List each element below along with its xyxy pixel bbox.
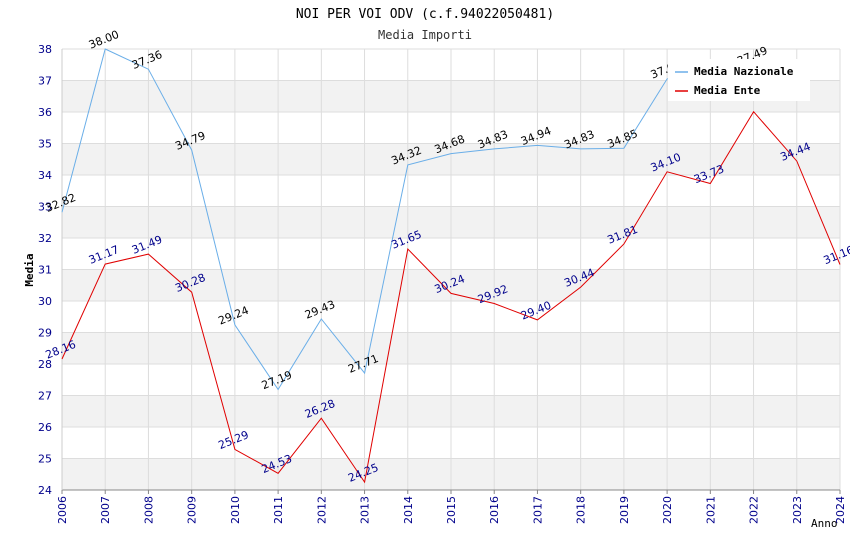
axes: 24 25 26 27 28 29 30 31 32 33 34 35 36 37 38 2006 2007 20… xyxy=(38,43,847,524)
x-tick-label-2010: 2010 xyxy=(229,496,242,524)
y-tick-label-29: 29 xyxy=(38,327,52,340)
x-tick-label-2012: 2012 xyxy=(315,496,328,524)
x-tick-label-2008: 2008 xyxy=(142,496,155,524)
x-tick-label-2017: 2017 xyxy=(531,496,544,524)
y-tick-label-25: 25 xyxy=(38,453,52,466)
y-tick-label-35: 35 xyxy=(38,138,52,151)
legend-label-nazionale: Media Nazionale xyxy=(694,65,794,78)
x-tick-label-2024: 2024 xyxy=(834,496,847,524)
x-tick-label-2007: 2007 xyxy=(99,496,112,524)
chart-subtitle: Media Importi xyxy=(378,28,472,42)
gridlines xyxy=(61,48,841,491)
y-tick-label-33: 33 xyxy=(38,201,52,214)
y-tick-label-26: 26 xyxy=(38,421,52,434)
x-tick-label-2013: 2013 xyxy=(359,496,372,524)
y-tick-label-30: 30 xyxy=(38,295,52,308)
x-tick-label-2019: 2019 xyxy=(618,496,631,524)
y-axis-label: Media xyxy=(23,253,36,286)
x-tick-label-2014: 2014 xyxy=(402,496,415,524)
legend-background xyxy=(668,59,810,101)
series-line-media-nazionale xyxy=(61,48,754,391)
x-tick-label-2006: 2006 xyxy=(56,496,69,524)
y-tick-label-31: 31 xyxy=(38,264,52,277)
y-tick-label-32: 32 xyxy=(38,232,52,245)
y-tick-label-36: 36 xyxy=(38,106,52,119)
y-tick-label-28: 28 xyxy=(38,358,52,371)
x-tick-label-2009: 2009 xyxy=(186,496,199,524)
x-tick-label-2018: 2018 xyxy=(575,496,588,524)
x-tick-label-2015: 2015 xyxy=(445,496,458,524)
series-lines xyxy=(61,48,841,484)
data-label-media-nazionale-2007: 38.00 xyxy=(87,28,121,52)
x-tick-label-2011: 2011 xyxy=(272,496,285,524)
x-tick-label-2023: 2023 xyxy=(791,496,804,524)
y-tick-label-38: 38 xyxy=(38,43,52,56)
x-tick-label-2016: 2016 xyxy=(488,496,501,524)
x-tick-label-2022: 2022 xyxy=(748,496,761,524)
y-tick-label-24: 24 xyxy=(38,484,52,497)
x-axis-label: Anno xyxy=(811,517,838,530)
y-tick-label-34: 34 xyxy=(38,169,52,182)
series-line-media-ente xyxy=(61,110,841,484)
chart-title: NOI PER VOI ODV (c.f.94022050481) xyxy=(296,7,554,22)
legend-label-ente: Media Ente xyxy=(694,84,761,97)
y-tick-label-27: 27 xyxy=(38,390,52,403)
legend: Media Nazionale Media Ente xyxy=(668,59,810,101)
y-tick-label-37: 37 xyxy=(38,75,52,88)
x-tick-label-2020: 2020 xyxy=(661,496,674,524)
x-tick-label-2021: 2021 xyxy=(704,496,717,524)
